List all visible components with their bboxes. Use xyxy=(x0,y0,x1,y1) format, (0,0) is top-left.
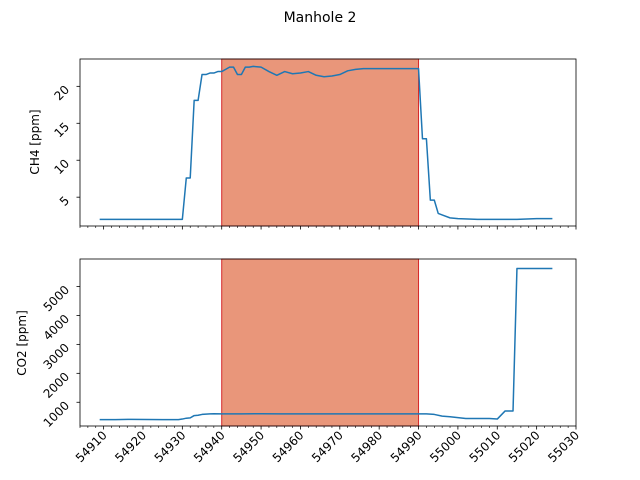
ch4-y-tick-label: 5 xyxy=(57,193,72,208)
x-tick-label: 55030 xyxy=(545,428,582,465)
x-tick-label: 54950 xyxy=(230,428,267,465)
x-tick-label: 54960 xyxy=(270,428,307,465)
x-tick-label: 55010 xyxy=(466,428,503,465)
co2-series-line xyxy=(99,267,553,421)
co2-y-tick-label: 2000 xyxy=(41,370,72,401)
x-tick-labels: 54910 54920 54930 54940 54950 54960 54970 54980… xyxy=(73,428,582,465)
ch4-y-tick-label: 10 xyxy=(51,156,72,177)
x-tick-label: 54980 xyxy=(348,428,385,465)
co2-axes-frame xyxy=(79,258,577,427)
ch4-axes-frame xyxy=(79,58,577,227)
co2-highlight-span xyxy=(221,258,420,427)
ch4-y-tick-label: 15 xyxy=(51,120,72,141)
co2-y-tick-label: 1000 xyxy=(41,398,72,429)
x-tick-label: 54990 xyxy=(388,428,425,465)
x-tick-label: 54970 xyxy=(309,428,346,465)
ch4-ylabel: CH4 [ppm] xyxy=(28,109,42,174)
x-tick-label: 54930 xyxy=(152,428,189,465)
co2-y-tick-label: 5000 xyxy=(41,283,72,314)
x-tick-label: 54920 xyxy=(112,428,149,465)
ch4-y-tick-label: 20 xyxy=(51,83,72,104)
ch4-panel: CH4 [ppm] 5 10 15 20 xyxy=(28,58,577,230)
chart-title: Manhole 2 xyxy=(284,10,357,26)
co2-ylabel: CO2 [ppm] xyxy=(15,310,29,376)
x-tick-label: 55020 xyxy=(506,428,543,465)
x-tick-label: 54910 xyxy=(73,428,110,465)
ch4-series-line xyxy=(99,65,553,221)
x-tick-label: 54940 xyxy=(191,428,228,465)
ch4-highlight-span xyxy=(221,58,420,227)
co2-y-tick-label: 3000 xyxy=(41,341,72,372)
co2-y-tick-label: 4000 xyxy=(41,312,72,343)
x-tick-label: 55000 xyxy=(427,428,464,465)
